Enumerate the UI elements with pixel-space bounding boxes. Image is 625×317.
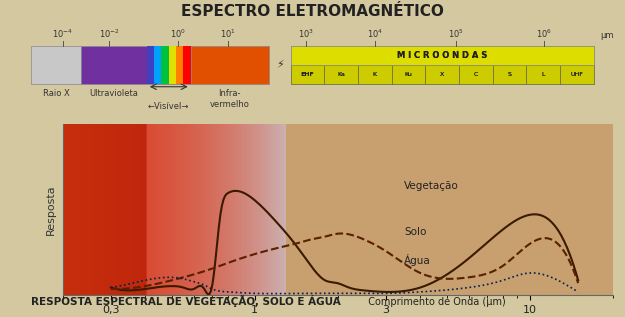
Bar (147, 46, 154, 84)
Bar (291, 65, 324, 84)
Text: X: X (440, 72, 444, 77)
Text: $10^{6}$: $10^{6}$ (536, 27, 552, 40)
Text: Ka: Ka (338, 72, 345, 77)
Text: $10^{4}$: $10^{4}$ (367, 27, 383, 40)
Text: X: X (440, 72, 444, 77)
Bar (492, 65, 526, 84)
Text: EHF: EHF (301, 72, 314, 77)
Text: $10^{1}$: $10^{1}$ (220, 27, 236, 40)
Text: Ultravioleta: Ultravioleta (89, 89, 139, 98)
Text: M I C R O O N D A S: M I C R O O N D A S (397, 51, 488, 60)
Text: Vegetação: Vegetação (404, 181, 459, 191)
Bar (358, 65, 392, 84)
Text: K: K (372, 72, 377, 77)
Bar (526, 65, 560, 84)
Y-axis label: Resposta: Resposta (46, 184, 56, 235)
Text: Comprimento de Onda (μm): Comprimento de Onda (μm) (362, 297, 506, 307)
Text: Infra-
vermelho: Infra- vermelho (210, 89, 249, 108)
Text: $10^{5}$: $10^{5}$ (448, 27, 464, 40)
Text: $10^{-2}$: $10^{-2}$ (99, 27, 120, 40)
Bar (183, 46, 191, 84)
Text: L: L (541, 72, 545, 77)
Text: $10^{3}$: $10^{3}$ (298, 27, 314, 40)
Text: Ku: Ku (404, 72, 412, 77)
Text: Raio X: Raio X (43, 89, 69, 98)
Text: UHF: UHF (571, 72, 583, 77)
Text: S: S (508, 72, 511, 77)
Text: $10^{-4}$: $10^{-4}$ (52, 27, 73, 40)
Text: S: S (508, 72, 511, 77)
Bar (459, 65, 492, 84)
Text: ESPECTRO ELETROMAGNÉTICO: ESPECTRO ELETROMAGNÉTICO (181, 3, 444, 19)
Text: L: L (541, 72, 545, 77)
Bar (176, 46, 183, 84)
Bar (324, 65, 358, 84)
Text: C: C (474, 72, 478, 77)
Bar (154, 46, 161, 84)
Text: UHF: UHF (571, 72, 583, 77)
Text: RESPOSTA ESPECTRAL DE VEGETAÇÃO, SOLO E ÁGUA: RESPOSTA ESPECTRAL DE VEGETAÇÃO, SOLO E … (31, 295, 341, 307)
Text: Ku: Ku (404, 72, 412, 77)
Bar (426, 65, 459, 84)
Text: $10^{0}$: $10^{0}$ (170, 27, 186, 40)
Bar (169, 46, 176, 84)
Text: μm: μm (600, 31, 614, 40)
Text: M I C R O O N D A S: M I C R O O N D A S (397, 51, 488, 60)
Text: Solo: Solo (404, 227, 427, 237)
Bar (31, 46, 81, 84)
Bar (392, 65, 426, 84)
Text: Água: Água (404, 254, 431, 266)
Text: Ka: Ka (338, 72, 345, 77)
Bar (560, 65, 594, 84)
Text: ⚡: ⚡ (276, 60, 284, 70)
Bar (161, 46, 169, 84)
Text: C: C (474, 72, 478, 77)
Text: EHF: EHF (301, 72, 314, 77)
Text: K: K (372, 72, 377, 77)
Text: ←Visível→: ←Visível→ (148, 102, 189, 111)
